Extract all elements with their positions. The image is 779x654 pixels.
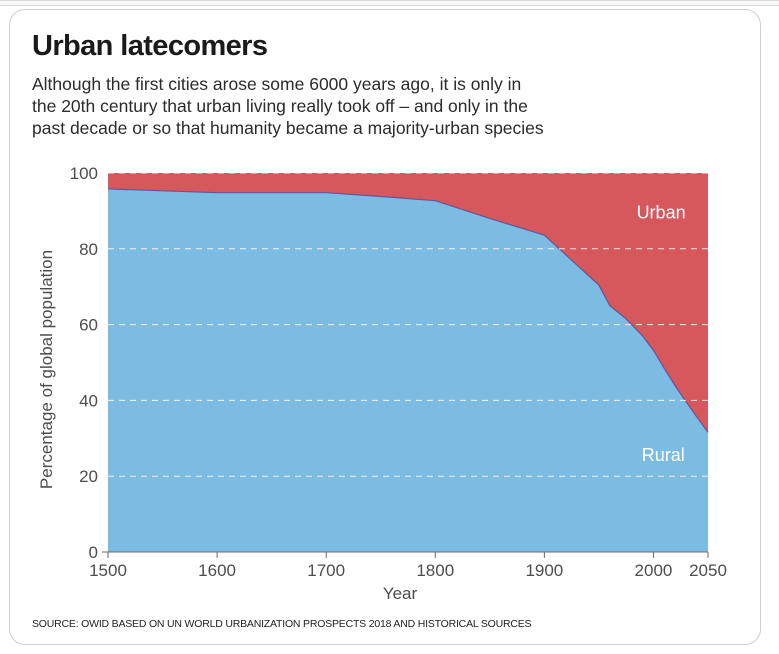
x-tick-label: 1700: [307, 561, 345, 580]
y-tick-label: 80: [79, 240, 98, 259]
y-tick-label: 40: [79, 391, 98, 410]
area-label-rural: Rural: [642, 445, 685, 465]
area-label-urban: Urban: [637, 202, 686, 222]
x-tick-label: 2050: [689, 561, 727, 580]
y-axis-title: Percentage of global population: [37, 250, 56, 489]
rural-area: [108, 188, 708, 552]
source-note: SOURCE: OWID BASED ON UN WORLD URBANIZAT…: [32, 618, 532, 630]
y-tick-label: 100: [70, 164, 98, 183]
subtitle-line: past decade or so that humanity became a…: [32, 118, 544, 138]
y-tick-label: 60: [79, 316, 98, 335]
top-rule: [0, 0, 779, 6]
x-axis-title: Year: [383, 584, 418, 603]
subtitle-line: Although the first cities arose some 600…: [32, 74, 522, 94]
chart-title: Urban latecomers: [32, 30, 268, 62]
rural-urban-boundary-line: [107, 188, 709, 433]
x-tick-label: 1500: [89, 561, 127, 580]
x-tick-label: 1800: [416, 561, 454, 580]
x-tick-label: 2000: [635, 561, 673, 580]
subtitle-line: the 20th century that urban living reall…: [32, 96, 528, 116]
urban-area: [108, 173, 708, 433]
x-tick-label: 1900: [525, 561, 563, 580]
x-tick-label: 1600: [198, 561, 236, 580]
y-tick-label: 20: [79, 467, 98, 486]
chart-subtitle: Although the first cities arose some 600…: [32, 73, 732, 139]
y-tick-label: 0: [89, 543, 98, 562]
